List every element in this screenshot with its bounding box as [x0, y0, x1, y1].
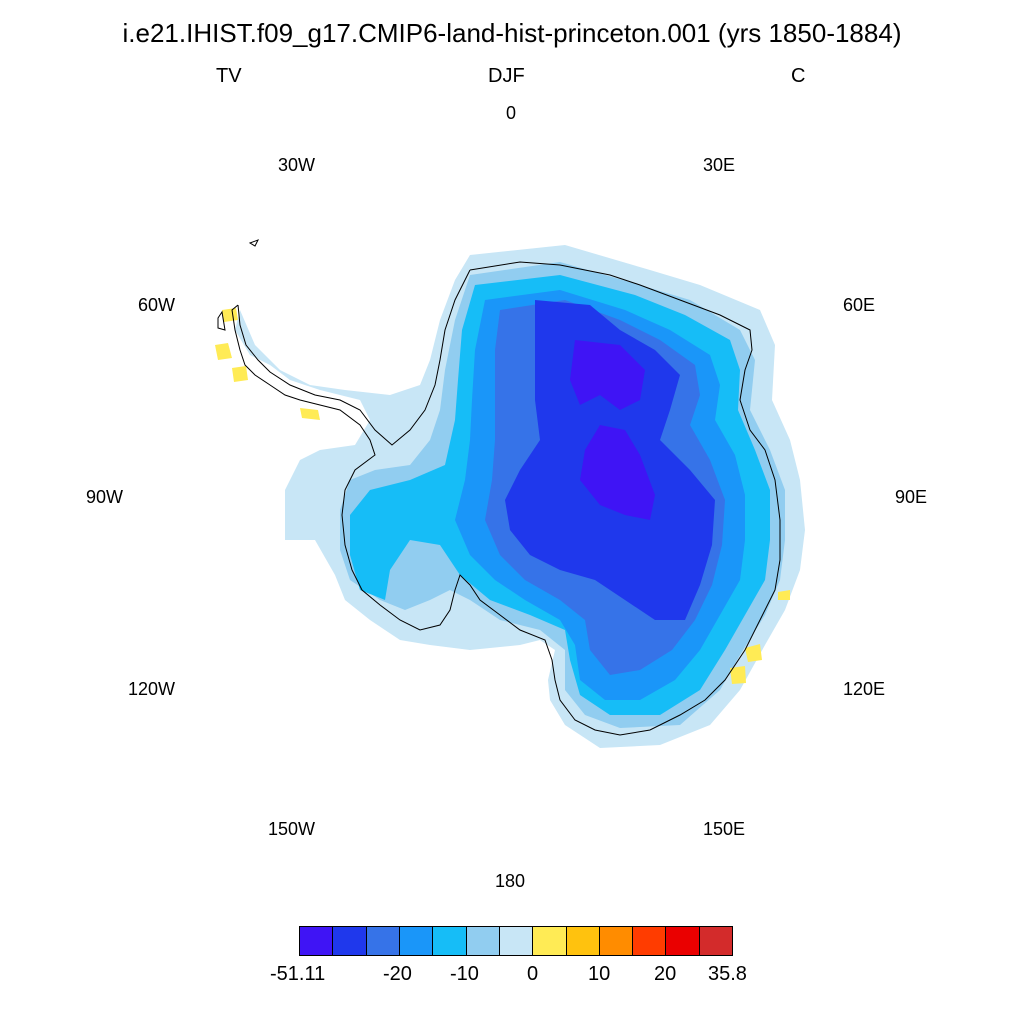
colorbar-swatch-5	[466, 927, 500, 955]
lon-label-150e: 150E	[703, 819, 746, 839]
colorbar-swatch-1	[333, 927, 367, 955]
lon-label-90e: 90E	[895, 487, 928, 507]
lon-label-180: 180	[495, 871, 526, 891]
subtitle-left: TV	[216, 65, 242, 87]
subtitle-center: DJF	[488, 65, 525, 87]
colorbar-swatch-3	[399, 927, 434, 955]
coastline	[217, 239, 781, 736]
colorbar-swatch-4	[433, 927, 467, 955]
colorbar-swatch-12	[699, 927, 733, 955]
colorbar-label-max: 35.8	[708, 963, 747, 985]
lon-label-120e: 120E	[843, 679, 886, 699]
colorbar-label-min: -51.11	[270, 963, 326, 985]
colorbar-swatch-10	[633, 927, 667, 955]
colorbar-label-10: 10	[588, 963, 611, 985]
colorbar-label-0: 0	[527, 963, 539, 985]
lon-label-30w: 30W	[278, 155, 316, 175]
colorbar-swatch-9	[599, 927, 634, 955]
colorbar	[299, 926, 733, 956]
lon-label-60e: 60E	[843, 295, 876, 315]
lon-label-30e: 30E	[703, 155, 736, 175]
subtitle-right: C	[791, 65, 806, 87]
colorbar-label-neg10: -10	[450, 963, 479, 985]
field-warm-patches	[215, 308, 790, 684]
colorbar-swatch-6	[499, 927, 534, 955]
colorbar-label-neg20: -20	[383, 963, 412, 985]
field-violet-core	[570, 340, 655, 520]
lon-label-0: 0	[506, 103, 517, 123]
colorbar-swatch-7	[533, 927, 567, 955]
lon-label-120w: 120W	[128, 679, 176, 699]
colorbar-swatch-2	[366, 927, 400, 955]
colorbar-swatch-11	[666, 927, 700, 955]
lon-label-90w: 90W	[86, 487, 124, 507]
colorbar-label-20: 20	[654, 963, 677, 985]
lon-label-60w: 60W	[138, 295, 176, 315]
lon-label-150w: 150W	[268, 819, 316, 839]
colorbar-swatch-8	[566, 927, 600, 955]
map-title: i.e21.IHIST.f09_g17.CMIP6-land-hist-prin…	[122, 18, 902, 48]
colorbar-swatch-0	[300, 927, 334, 955]
